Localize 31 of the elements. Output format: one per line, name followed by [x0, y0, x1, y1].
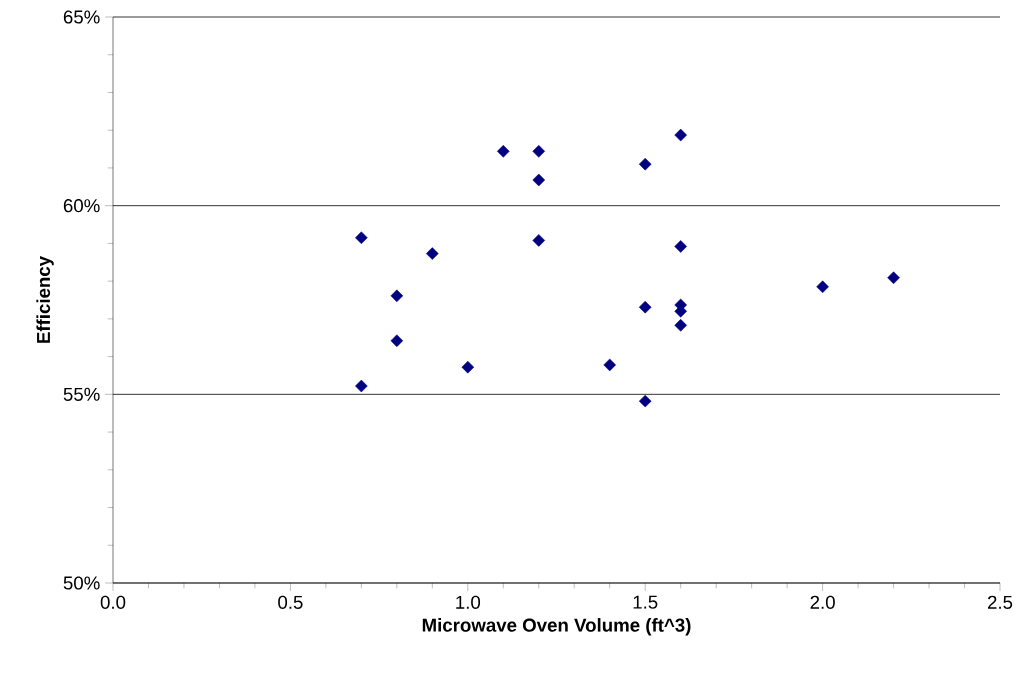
point: [638, 300, 652, 314]
point: [638, 157, 652, 171]
x-tick-label: 1.0: [456, 595, 481, 609]
x-tick-label: 2.0: [810, 595, 835, 609]
x-tick-label: 0.5: [278, 595, 303, 609]
point: [603, 358, 616, 372]
point: [532, 173, 546, 187]
point: [674, 240, 687, 253]
point: [638, 394, 652, 408]
point: [390, 289, 404, 303]
point: [355, 379, 368, 393]
y-tick-label: 50%: [63, 576, 100, 590]
y-tick-label: 65%: [63, 10, 100, 24]
point: [426, 247, 439, 260]
x-tick-label: 1.5: [633, 595, 658, 609]
point: [532, 145, 546, 158]
point: [461, 360, 475, 374]
x-tick-label: 2.5: [987, 595, 1013, 609]
point: [390, 334, 404, 348]
point: [674, 128, 687, 142]
point: [816, 280, 829, 294]
x-axis-title: Microwave Oven Volume (ft^3): [422, 618, 691, 636]
point: [887, 271, 900, 285]
point: [532, 234, 546, 247]
x-tick-label: 0.0: [100, 595, 126, 609]
y-tick-label: 55%: [63, 387, 100, 401]
y-axis-title: Efficiency: [36, 256, 54, 343]
point: [355, 231, 368, 245]
y-tick-label: 60%: [63, 199, 100, 213]
point: [497, 145, 510, 158]
point: [674, 319, 687, 332]
